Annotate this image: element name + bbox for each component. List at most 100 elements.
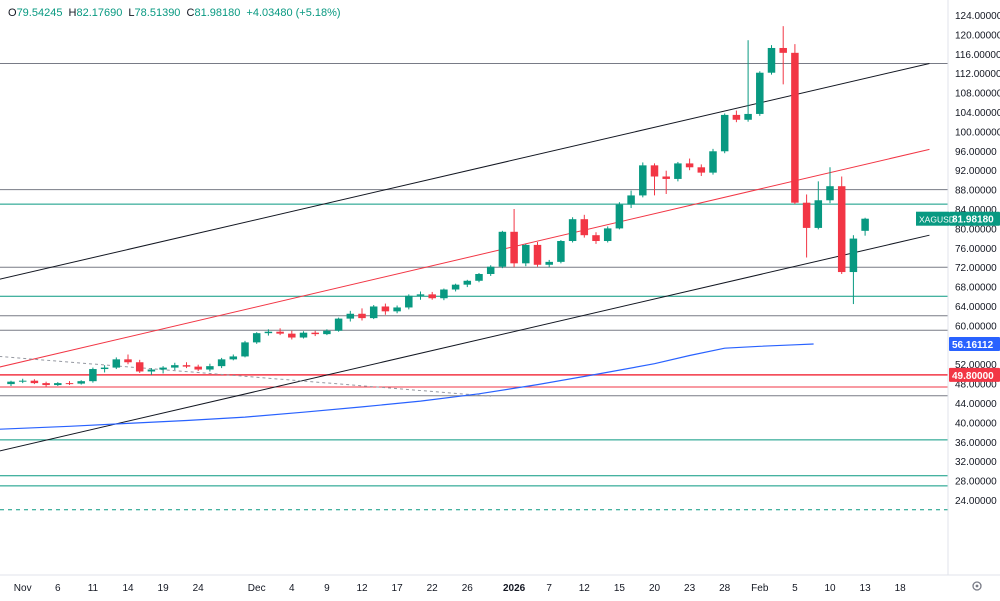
gear-icon[interactable] [972,581,982,591]
candle[interactable] [639,162,647,198]
candle[interactable] [241,340,249,358]
middle-channel-line[interactable] [0,148,930,368]
candle[interactable] [557,240,565,264]
candle[interactable] [592,232,600,244]
candle[interactable] [100,365,109,373]
candle[interactable] [674,161,682,182]
candle[interactable] [545,259,553,268]
candle[interactable] [650,163,659,196]
candle[interactable] [767,45,776,75]
candle[interactable] [486,265,495,276]
candle[interactable] [568,217,577,243]
y-tick-label: 96.00000 [955,147,997,158]
candle[interactable] [252,332,261,344]
candle[interactable] [475,273,483,283]
candle[interactable] [124,354,132,365]
candle[interactable] [42,381,50,387]
candle[interactable] [7,380,15,387]
candle[interactable] [323,329,331,336]
candle[interactable] [533,241,542,267]
candle[interactable] [779,26,787,85]
candle[interactable] [358,308,366,321]
candle[interactable] [709,148,717,175]
moving-average-line[interactable] [0,343,814,430]
candle[interactable] [451,283,460,292]
candle[interactable] [802,194,811,258]
candle[interactable] [229,354,238,361]
candle[interactable] [826,167,834,204]
candle[interactable] [440,288,448,301]
x-tick-label: 10 [824,583,836,594]
lower-channel-line[interactable] [0,234,930,452]
candle[interactable] [217,357,226,369]
candle[interactable] [744,40,752,122]
candle[interactable] [369,305,378,320]
candle[interactable] [159,366,167,374]
candle[interactable] [720,113,729,154]
candle[interactable] [334,317,343,332]
candle[interactable] [498,230,507,269]
candle[interactable] [194,364,202,371]
candle[interactable] [685,158,694,171]
candles[interactable] [7,26,869,387]
x-tick-label: 11 [88,583,99,594]
candle[interactable] [65,381,74,386]
candle[interactable] [18,378,27,384]
candle[interactable] [135,359,144,373]
candle[interactable] [346,310,355,322]
y-tick-label: 44.00000 [955,399,997,410]
candle[interactable] [603,226,612,243]
candle[interactable] [849,235,858,305]
candle[interactable] [288,330,296,340]
candle[interactable] [311,330,319,337]
candle[interactable] [264,329,273,336]
candle[interactable] [405,294,413,310]
candle[interactable] [522,243,530,267]
candle[interactable] [206,363,214,372]
candle[interactable] [732,110,741,123]
candle-body [779,47,787,53]
candle[interactable] [756,71,764,116]
open-label: O [8,7,17,19]
x-tick-label: 2026 [503,583,526,594]
candle-body [206,366,214,370]
candle[interactable] [627,190,635,209]
candle-body [194,366,202,370]
candle[interactable] [861,217,869,236]
candle[interactable] [393,305,401,314]
candle[interactable] [381,303,390,315]
candle-body [650,165,659,177]
candle[interactable] [580,214,589,238]
upper-channel-line[interactable] [0,63,930,280]
y-tick-label: 24.00000 [955,496,997,507]
candle[interactable] [276,328,284,336]
candle[interactable] [697,164,706,177]
candle[interactable] [463,279,472,288]
candle[interactable] [30,379,39,385]
candle[interactable] [54,382,62,387]
candle[interactable] [615,202,624,230]
candle[interactable] [182,362,191,369]
dashed-trend-line[interactable] [0,355,491,397]
candle[interactable] [416,291,425,300]
candle[interactable] [837,176,846,274]
candle[interactable] [112,357,121,370]
candle[interactable] [791,44,799,205]
horizontal-levels [0,63,948,511]
candle-body [323,330,331,335]
candle[interactable] [171,362,179,371]
candle[interactable] [147,368,156,375]
candle[interactable] [89,367,97,383]
candle[interactable] [428,291,436,300]
candle[interactable] [77,380,85,385]
candle[interactable] [814,181,823,230]
y-tick-label: 112.00000 [955,69,1000,80]
candle-body [861,218,869,231]
candle[interactable] [510,209,518,268]
candle[interactable] [299,331,308,339]
candle[interactable] [662,170,670,194]
candle-body [732,114,741,120]
